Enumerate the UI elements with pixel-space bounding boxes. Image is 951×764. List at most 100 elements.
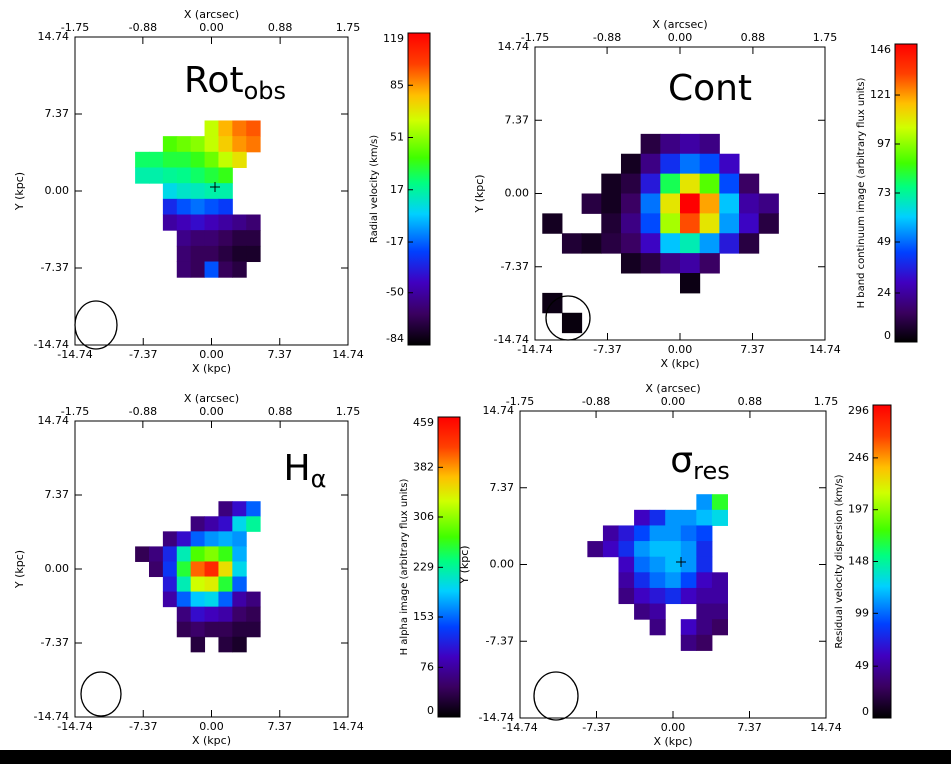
x2-tick-label: -1.75	[61, 21, 89, 34]
map-pixel	[232, 516, 247, 532]
x2-axis-label: X (arcsec)	[184, 392, 239, 405]
colorbar-tick-label: 246	[848, 451, 869, 464]
map-pixel	[618, 541, 635, 558]
x2-tick-label: 0.00	[661, 395, 686, 408]
map-pixel	[739, 173, 760, 194]
map-pixel	[665, 525, 682, 542]
y-axis-label: Y (kpc)	[473, 174, 486, 213]
x-axis-label: X (kpc)	[653, 735, 692, 748]
x2-axis-label: X (arcsec)	[645, 382, 700, 395]
map-pixel	[680, 541, 697, 558]
map-pixel	[190, 606, 206, 623]
map-pixel	[190, 245, 206, 263]
colorbar-tick-label: 229	[413, 560, 434, 573]
map-pixel	[190, 214, 206, 231]
colorbar-tick-label: 306	[413, 510, 434, 523]
map-pixel	[246, 230, 261, 247]
map-pixel	[246, 245, 261, 263]
beam	[533, 671, 579, 721]
map-pixel	[162, 198, 178, 216]
colorbar-tick-label: 153	[413, 610, 434, 623]
x2-axis-label: X (arcsec)	[184, 8, 239, 21]
map-pixel	[176, 621, 192, 638]
map-pixel	[660, 233, 681, 254]
colorbar-tick-label: 99	[855, 606, 869, 619]
map-pixel	[218, 576, 233, 593]
map-pixel	[640, 253, 661, 274]
y-tick-label: 7.37	[45, 107, 70, 120]
map-pixel	[204, 198, 219, 216]
y-axis-label: Y (kpc)	[458, 545, 471, 584]
map-pixel	[218, 546, 233, 562]
map-pixel	[232, 151, 247, 168]
map-pixel	[620, 193, 642, 214]
map-pixel	[135, 167, 150, 184]
colorbar-tick-label: -17	[386, 235, 404, 248]
map-pixel	[665, 556, 682, 573]
map-pixel	[660, 253, 681, 274]
colorbar-tick-label: 382	[413, 460, 434, 473]
map-pixel	[204, 120, 219, 137]
panel-title-main: H	[284, 448, 311, 489]
map-pixel	[218, 561, 233, 578]
map-pixel	[176, 198, 192, 216]
map-pixel	[680, 587, 697, 605]
y-tick-label: -14.74	[494, 333, 529, 346]
colorbar-tick-label: 49	[855, 659, 869, 672]
map-pixel	[176, 136, 192, 153]
map-pixel	[204, 183, 219, 200]
x-tick-label: 7.37	[737, 721, 762, 734]
beam	[545, 295, 591, 341]
map-pixel	[696, 525, 713, 542]
map-pixel	[699, 173, 720, 194]
x2-tick-label: 0.00	[668, 31, 693, 44]
map-pixel	[190, 561, 206, 578]
colorbar-tick-label: 49	[877, 235, 891, 248]
map-pixel	[232, 606, 247, 623]
map-pixel	[649, 603, 666, 620]
map-pixel	[680, 233, 701, 254]
map-pixel	[190, 591, 206, 608]
map-pixel	[176, 230, 192, 247]
map-pixel	[176, 531, 192, 547]
x2-axis-label: X (arcsec)	[652, 18, 707, 31]
map-pixel	[246, 621, 261, 638]
map-pixel	[218, 214, 233, 231]
map-pixel	[204, 151, 219, 168]
map-pixel	[176, 261, 192, 278]
map-pixel	[649, 525, 666, 542]
map-pixel	[232, 561, 247, 578]
map-pixel	[640, 233, 661, 254]
map-pixel	[232, 621, 247, 638]
map-pixel	[640, 173, 661, 194]
x-tick-label: -14.74	[57, 348, 92, 361]
map-pixel	[162, 531, 178, 547]
map-pixel	[204, 516, 219, 532]
map-pixel	[680, 193, 701, 214]
map-pixel	[618, 572, 635, 589]
map-pixel	[660, 173, 681, 194]
map-pixel	[719, 233, 740, 254]
colorbar-label: H alpha image (arbitrary flux units)	[399, 479, 410, 656]
map-pixel	[162, 576, 178, 593]
map-pixel	[699, 153, 720, 175]
map-pixel	[218, 621, 233, 638]
map-pixel	[649, 541, 666, 558]
map-pixel	[620, 173, 642, 194]
map-pixel	[162, 214, 178, 231]
y-tick-label: -7.37	[486, 634, 514, 647]
colorbar-tick-label: 97	[877, 137, 891, 150]
y-tick-label: 14.74	[483, 404, 515, 417]
x2-tick-label: 1.75	[336, 405, 361, 418]
map-pixel	[190, 546, 206, 562]
map-pixel	[618, 525, 635, 542]
map-pixel	[680, 253, 701, 274]
beam	[74, 300, 118, 350]
map-pixel	[204, 261, 219, 278]
y-tick-label: 14.74	[498, 40, 530, 53]
panel-title: Cont	[668, 68, 752, 109]
panel-title-main: Cont	[668, 68, 752, 109]
map-pixel	[620, 153, 642, 175]
map-pixel	[660, 193, 681, 214]
